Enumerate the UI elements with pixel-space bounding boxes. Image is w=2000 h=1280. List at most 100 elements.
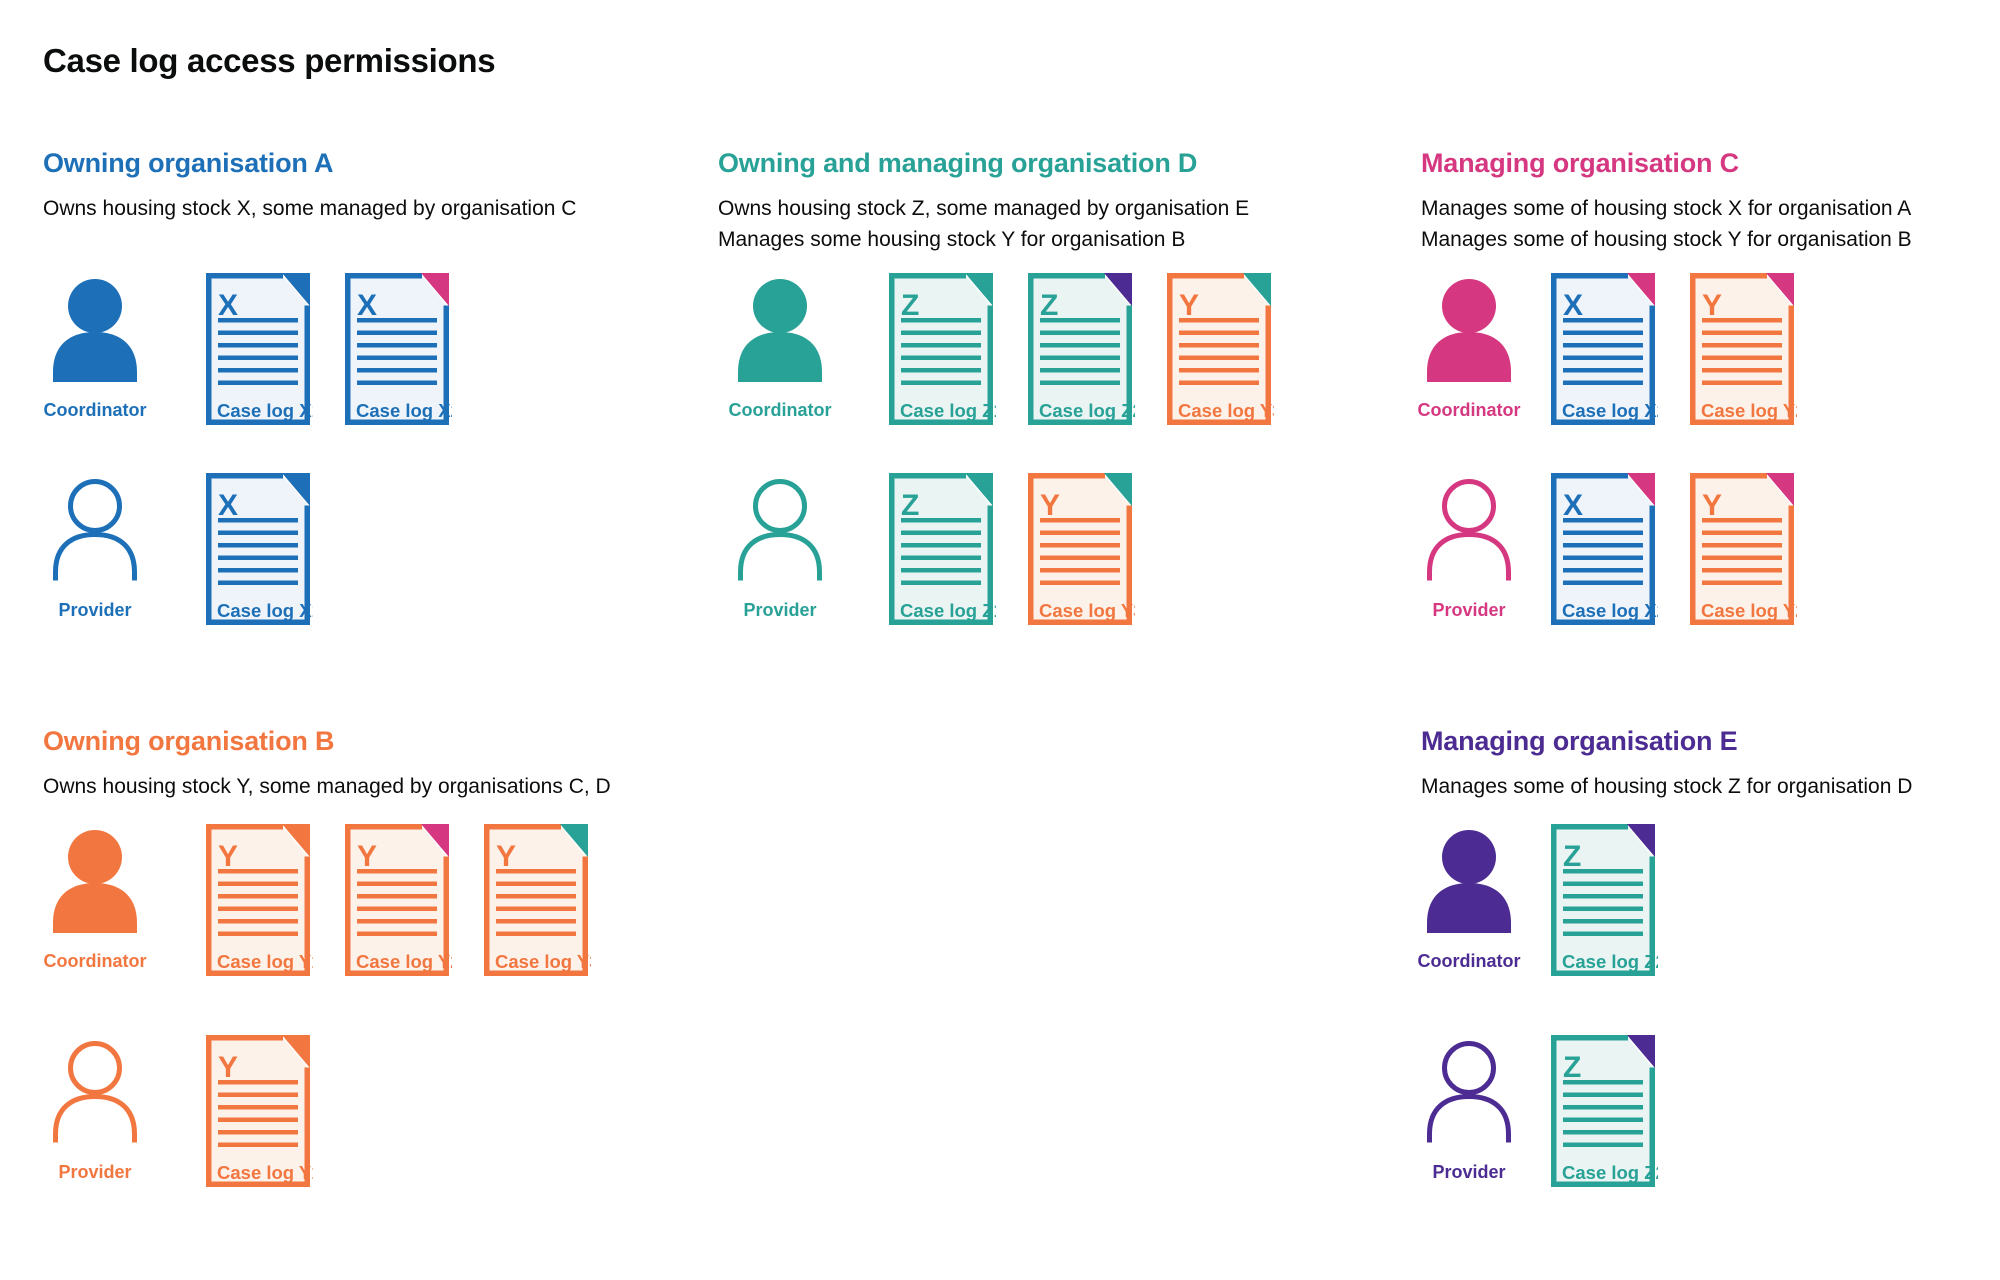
document-page (1553, 1037, 1653, 1185)
coordinator-icon (53, 830, 137, 933)
document-text-line (1179, 330, 1259, 335)
coordinator-icon (1427, 830, 1511, 933)
provider-icon (53, 479, 137, 581)
document-text-lines (218, 518, 298, 585)
documents-row: Y Case log Y1 (203, 1032, 313, 1190)
document-text-line (1040, 580, 1120, 585)
document-text-line (1563, 318, 1643, 323)
document-text-line (218, 368, 298, 373)
role-label: Coordinator (1417, 951, 1521, 971)
section-subtitle-line: Owns housing stock Y, some managed by or… (43, 775, 611, 798)
section-subtitle-line: Manages some of housing stock Y for orga… (1421, 228, 1912, 251)
document-border (1551, 1035, 1655, 1187)
section-subtitle: Owns housing stock X, some managed by or… (43, 193, 576, 224)
document-text-line (1040, 518, 1120, 523)
document-page (1030, 275, 1130, 423)
document-text-lines (901, 518, 981, 585)
document-text-line (496, 906, 576, 911)
document-text-line (1040, 330, 1120, 335)
document-text-line (1040, 380, 1120, 385)
document-text-line (1040, 530, 1120, 535)
section-a: Owning organisation A Owns housing stock … (43, 148, 603, 669)
document-page (1030, 475, 1130, 623)
document-text-line (218, 869, 298, 874)
document-text-line (1040, 568, 1120, 573)
document-corner-fold (282, 273, 310, 306)
document-text-line (1179, 343, 1259, 348)
section-subtitle: Manages some of housing stock X for orga… (1421, 193, 1912, 255)
document-text-line (1563, 355, 1643, 360)
page-title: Case log access permissions (43, 42, 496, 79)
document-label: Case log X1 (217, 600, 313, 621)
role-label: Provider (1432, 1162, 1506, 1182)
role-label: Coordinator (43, 400, 147, 420)
document-text-lines (496, 869, 576, 936)
document-border (889, 473, 993, 625)
provider-icon (1427, 479, 1511, 581)
document-text-line (218, 380, 298, 385)
document-text-line (357, 931, 437, 936)
document-icon: X Case log X1 (206, 273, 313, 425)
document-border (889, 273, 993, 425)
document-text-line (1563, 518, 1643, 523)
document-text-line (357, 343, 437, 348)
document-label: Case log Y1 (217, 1162, 313, 1183)
document-text-line (218, 555, 298, 560)
document-icon: Z Case log Z2 (1028, 273, 1135, 425)
document-page (1553, 475, 1653, 623)
document-corner-fold (1627, 473, 1655, 506)
document-label: Case log X1 (217, 400, 313, 421)
document-text-line (1179, 368, 1259, 373)
role-label: Coordinator (43, 951, 147, 971)
document-border (1551, 824, 1655, 976)
section-e: Managing organisation E Manages some of h… (1418, 726, 1981, 1247)
document-text-lines (1702, 318, 1782, 385)
coordinator-head (68, 830, 122, 884)
document-corner-fold (282, 473, 310, 506)
document-text-line (901, 530, 981, 535)
coordinator-body (1427, 332, 1511, 382)
document-icon: Y Case log Y3 (484, 824, 591, 976)
document-border (1028, 473, 1132, 625)
document-corner-fold (1766, 473, 1794, 506)
document-text-line (1563, 869, 1643, 874)
document-text-line (1702, 580, 1782, 585)
provider-body (1427, 531, 1511, 581)
provider-head (1442, 479, 1496, 533)
document-page (208, 475, 308, 623)
document-text-line (1702, 368, 1782, 373)
document-corner-fold (421, 824, 449, 857)
document-text-line (1040, 318, 1120, 323)
document-border (1690, 273, 1794, 425)
person-block: Provider (47, 470, 207, 628)
document-corner-fold (1766, 273, 1794, 306)
document-corner-fold (1627, 273, 1655, 306)
coordinator-head (1442, 830, 1496, 884)
document-icon: Y Case log Y2 (345, 824, 452, 976)
document-text-line (1040, 543, 1120, 548)
provider-body (53, 1093, 137, 1143)
document-text-line (1563, 894, 1643, 899)
document-corner-fold (1104, 273, 1132, 306)
document-text-line (901, 368, 981, 373)
document-text-line (1563, 919, 1643, 924)
document-text-line (1040, 368, 1120, 373)
document-text-line (496, 894, 576, 899)
document-text-line (901, 380, 981, 385)
document-text-line (218, 530, 298, 535)
provider-head (753, 479, 807, 533)
person-block: Provider (1421, 1032, 1581, 1190)
document-icon: X Case log X1 (206, 473, 313, 625)
document-text-line (1563, 343, 1643, 348)
person-block: Coordinator (44, 821, 207, 979)
document-text-line (1563, 1080, 1643, 1085)
document-corner-fold (965, 473, 993, 506)
document-corner-fold (1627, 1035, 1655, 1068)
role-label: Provider (58, 600, 132, 620)
coordinator-body (53, 332, 137, 382)
document-text-lines (218, 1080, 298, 1147)
document-text-line (218, 343, 298, 348)
document-text-line (218, 318, 298, 323)
document-text-line (901, 518, 981, 523)
document-border (1028, 273, 1132, 425)
